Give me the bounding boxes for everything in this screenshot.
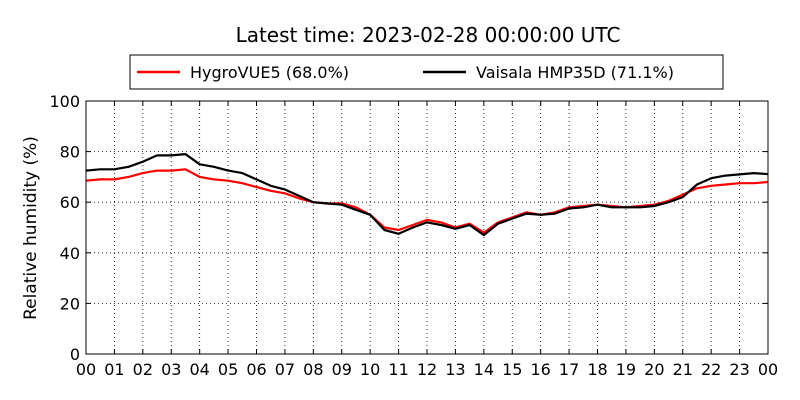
x-tick-label: 07 xyxy=(275,360,295,379)
x-tick-label: 08 xyxy=(303,360,323,379)
x-tick-label: 00 xyxy=(758,360,778,379)
ticks xyxy=(85,100,769,355)
x-tick-label: 03 xyxy=(161,360,181,379)
x-tick-label: 09 xyxy=(332,360,352,379)
x-tick-label: 23 xyxy=(729,360,749,379)
y-tick-label: 80 xyxy=(60,143,80,162)
legend-label-vaisala: Vaisala HMP35D (71.1%) xyxy=(476,63,674,82)
legend-label-hygrovue5: HygroVUE5 (68.0%) xyxy=(190,63,349,82)
grid xyxy=(86,101,768,354)
y-tick-label: 100 xyxy=(49,92,80,111)
y-tick-label: 0 xyxy=(70,345,80,364)
x-tick-label: 13 xyxy=(445,360,465,379)
x-tick-label: 14 xyxy=(474,360,494,379)
x-tick-label: 04 xyxy=(189,360,209,379)
x-tick-label: 10 xyxy=(360,360,380,379)
x-tick-label: 00 xyxy=(76,360,96,379)
x-tick-label: 22 xyxy=(701,360,721,379)
x-tick-label: 06 xyxy=(246,360,266,379)
y-tick-label: 40 xyxy=(60,244,80,263)
x-tick-label: 02 xyxy=(133,360,153,379)
x-tick-label: 15 xyxy=(502,360,522,379)
x-tick-label: 01 xyxy=(104,360,124,379)
x-tick-label: 05 xyxy=(218,360,238,379)
x-tick-label: 19 xyxy=(616,360,636,379)
series-line-vaisala xyxy=(85,153,769,237)
y-tick-label: 60 xyxy=(60,193,80,212)
x-tick-label: 18 xyxy=(587,360,607,379)
x-tick-label: 20 xyxy=(644,360,664,379)
x-tick-label: 16 xyxy=(530,360,550,379)
series-line-hygrovue5 xyxy=(85,168,769,234)
chart-title: Latest time: 2023-02-28 00:00:00 UTC xyxy=(236,23,621,47)
x-tick-label: 21 xyxy=(673,360,693,379)
y-tick-label: 20 xyxy=(60,294,80,313)
x-tick-label: 12 xyxy=(417,360,437,379)
x-tick-labels: 00 01 02 03 04 05 06 07 08 09 10 11 12 13 14 15 16 17 18 19… xyxy=(76,360,778,379)
x-tick-label: 11 xyxy=(388,360,408,379)
x-tick-label: 17 xyxy=(559,360,579,379)
legend: HygroVUE5 (68.0%) Vaisala HMP35D (71.1%) xyxy=(129,54,724,90)
series-group xyxy=(85,153,769,237)
y-tick-labels: 0 20 40 60 80 100 xyxy=(49,92,80,364)
y-axis-label: Relative humidity (%) xyxy=(21,136,41,320)
